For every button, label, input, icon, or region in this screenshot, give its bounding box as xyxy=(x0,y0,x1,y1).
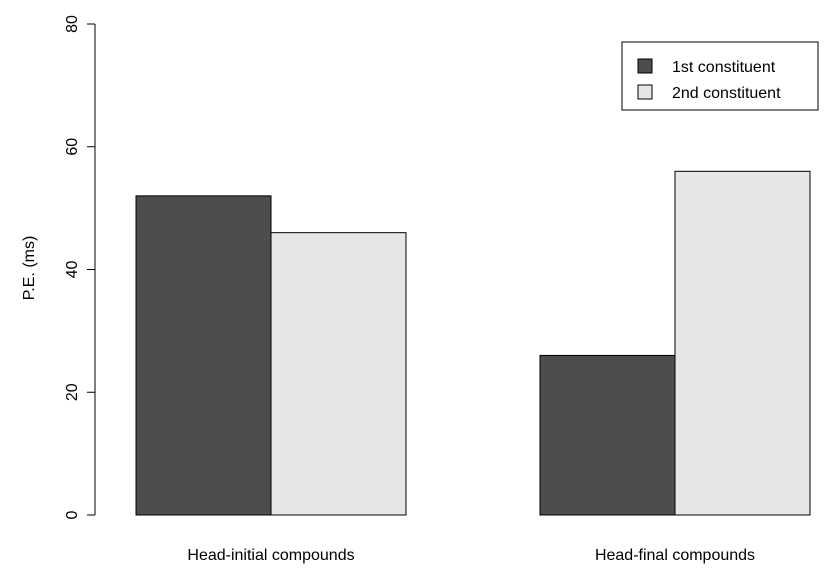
x-category-label: Head-initial compounds xyxy=(187,547,354,564)
legend-swatch xyxy=(637,58,653,74)
bar xyxy=(539,354,676,516)
bar xyxy=(674,170,811,516)
legend: 1st constituent 2nd constituent xyxy=(621,41,819,111)
legend-label: 1st constituent xyxy=(672,59,776,76)
y-axis: 0 20 40 60 80 xyxy=(64,15,96,519)
y-tick-label: 40 xyxy=(64,261,81,279)
bar xyxy=(135,195,272,516)
legend-label: 2nd constituent xyxy=(672,85,781,102)
y-tick-label: 60 xyxy=(64,138,81,156)
legend-box xyxy=(621,41,819,111)
x-axis-labels: Head-initial compounds Head-final compoun… xyxy=(187,547,755,564)
x-category-label: Head-final compounds xyxy=(595,547,755,564)
y-tick-label: 20 xyxy=(64,383,81,401)
y-tick-label: 80 xyxy=(64,15,81,33)
legend-swatch xyxy=(637,84,653,100)
y-axis-label: P.E. (ms) xyxy=(21,236,38,301)
bars-group xyxy=(135,170,811,516)
bar xyxy=(270,232,407,516)
y-tick-label: 0 xyxy=(64,510,81,519)
